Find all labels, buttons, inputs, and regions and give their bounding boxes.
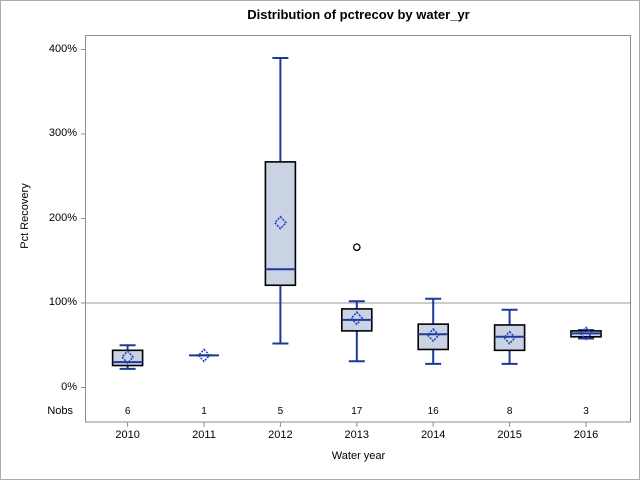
y-tick-label: 100% xyxy=(48,296,77,308)
mean-marker xyxy=(350,311,364,326)
y-tick-label: 400% xyxy=(48,42,77,55)
x-tick-label: 2013 xyxy=(344,429,370,441)
nobs-value: 5 xyxy=(277,406,284,417)
y-tick-label: 300% xyxy=(48,127,77,139)
mean-marker xyxy=(579,326,593,341)
box-group-2013 xyxy=(340,243,373,363)
mean-marker xyxy=(197,348,211,363)
outlier-point xyxy=(352,243,361,252)
y-tick-label: 0% xyxy=(61,380,77,393)
x-tick-label: 2015 xyxy=(497,429,522,441)
x-tick-label: 2010 xyxy=(115,429,140,441)
x-tick-label: 2011 xyxy=(192,429,216,441)
mean-marker xyxy=(503,330,517,345)
box-group-2015 xyxy=(493,308,526,365)
mean-marker xyxy=(121,349,135,365)
mean-marker xyxy=(426,327,440,343)
box-group-2012 xyxy=(264,56,297,345)
y-tick-label: 200% xyxy=(48,211,77,224)
box-group-2014 xyxy=(417,297,450,365)
nobs-value: 6 xyxy=(124,406,131,417)
x-tick-label: 2014 xyxy=(420,429,446,441)
nobs-value: 1 xyxy=(201,406,207,417)
nobs-value: 8 xyxy=(506,406,513,417)
plot-frame xyxy=(85,35,631,423)
box-group-2016 xyxy=(570,326,602,341)
chart-title: Distribution of pctrecov by water_yr xyxy=(247,7,470,22)
box-group-2010 xyxy=(111,344,144,370)
box-group-2011 xyxy=(189,348,219,363)
nobs-row-label: Nobs xyxy=(47,405,73,417)
nobs-value: 17 xyxy=(351,406,363,417)
nobs-value: 16 xyxy=(427,406,439,417)
box-rect xyxy=(264,161,297,287)
nobs-value: 3 xyxy=(583,406,589,417)
x-tick-label: 2012 xyxy=(268,429,293,441)
x-tick-label: 2016 xyxy=(573,429,599,441)
x-axis-title: Water year xyxy=(331,450,386,462)
mean-marker xyxy=(273,215,287,230)
